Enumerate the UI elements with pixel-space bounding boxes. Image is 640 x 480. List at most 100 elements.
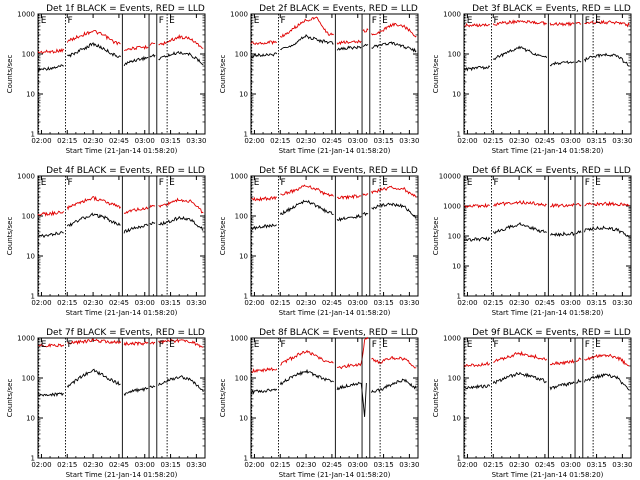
x-tick-label: 03:30 [399, 461, 419, 469]
series-lld-line [493, 350, 547, 363]
x-tick-label: 02:30 [83, 299, 103, 307]
y-tick-label: 1 [457, 455, 461, 463]
marker-label: F [585, 178, 590, 188]
series-lld-line [575, 357, 582, 363]
marker-label: E [467, 178, 473, 188]
panel-title: Det 4f BLACK = Events, RED = LLD [46, 166, 205, 176]
x-axis-label: Start Time (21-Jan-14 01:58:20) [279, 309, 391, 317]
x-axis-label: Start Time (21-Jan-14 01:58:20) [279, 471, 391, 479]
series-lld-line [549, 202, 575, 209]
marker-label: F [159, 178, 164, 188]
marker-label: E [169, 16, 175, 26]
x-tick-label: 02:30 [83, 461, 103, 469]
series-lld-line [37, 210, 65, 217]
series-lld-line [371, 185, 417, 198]
marker-label: E [595, 178, 601, 188]
series-lld-line [584, 19, 630, 28]
series-events-line [251, 52, 278, 58]
x-tick-label: 02:00 [457, 137, 477, 145]
x-tick-label: 03:00 [348, 137, 368, 145]
x-tick-label: 02:15 [270, 137, 290, 145]
x-tick-label: 03:15 [373, 299, 393, 307]
x-tick-label: 02:30 [296, 299, 316, 307]
series-lld-line [37, 343, 65, 348]
y-axis-label: Counts/sec [6, 379, 14, 418]
x-tick-label: 03:30 [399, 137, 419, 145]
x-tick-label: 02:45 [535, 137, 555, 145]
x-tick-label: 02:00 [244, 137, 264, 145]
plot-frame [463, 337, 632, 459]
series-lld-line [158, 197, 204, 214]
marker-label: F [68, 178, 73, 188]
x-tick-label: 02:00 [244, 461, 264, 469]
y-axis-label: Counts/sec [6, 217, 14, 256]
series-lld-line [336, 194, 362, 200]
y-tick-label: 100 [235, 375, 248, 383]
y-tick-label: 100 [448, 51, 461, 59]
marker-label: F [281, 340, 286, 350]
y-tick-label: 10 [452, 263, 461, 271]
y-tick-label: 10 [452, 91, 461, 99]
plot-frame [250, 13, 419, 135]
plot-frame [250, 337, 419, 459]
x-tick-label: 02:45 [109, 299, 129, 307]
series-events-line [149, 385, 156, 389]
panel-1: Det 1f BLACK = Events, RED = LLD Start Ti… [6, 4, 206, 155]
series-events-line [37, 392, 64, 397]
x-tick-label: 03:00 [135, 299, 155, 307]
panel-7: Det 7f BLACK = Events, RED = LLD Start Ti… [6, 328, 206, 479]
y-tick-label: 100 [235, 213, 248, 221]
x-tick-label: 03:00 [561, 461, 581, 469]
y-tick-label: 10 [239, 91, 248, 99]
x-tick-label: 03:15 [373, 461, 393, 469]
y-axis-label: Counts/sec [219, 55, 227, 94]
series-events-line [336, 213, 362, 222]
series-events-line [463, 65, 491, 72]
x-tick-label: 03:00 [348, 461, 368, 469]
panel-9: Det 9f BLACK = Events, RED = LLD Start Ti… [432, 328, 632, 479]
plot-frame [37, 13, 206, 135]
series-lld-line [37, 48, 65, 54]
y-tick-label: 1 [457, 293, 461, 301]
y-axis-label: Counts/sec [432, 379, 440, 418]
marker-label: E [254, 340, 260, 350]
y-tick-label: 100 [448, 233, 461, 241]
marker-label: F [68, 340, 73, 350]
y-axis-label: Counts/sec [432, 217, 440, 256]
series-lld-line [250, 367, 278, 373]
series-events-line [584, 373, 630, 391]
series-events-line [492, 371, 547, 385]
x-tick-label: 02:15 [57, 137, 77, 145]
series-events-line [66, 368, 121, 388]
x-tick-label: 02:15 [57, 461, 77, 469]
plot-frame [37, 337, 206, 459]
marker-label: E [169, 178, 175, 188]
marker-label: E [41, 16, 47, 26]
marker-label: E [467, 16, 473, 26]
x-axis-label: Start Time (21-Jan-14 01:58:20) [492, 309, 604, 317]
marker-label: F [372, 340, 377, 350]
y-tick-label: 1000 [17, 335, 35, 343]
plot-frame [463, 13, 632, 135]
marker-label: E [41, 178, 47, 188]
panel-title: Det 2f BLACK = Events, RED = LLD [259, 4, 418, 14]
panel-title: Det 7f BLACK = Events, RED = LLD [46, 328, 205, 338]
y-tick-label: 100 [22, 375, 35, 383]
series-lld-line [371, 22, 417, 38]
y-tick-label: 1000 [230, 173, 248, 181]
series-lld-line [66, 30, 121, 46]
x-tick-label: 03:30 [612, 137, 632, 145]
marker-label: E [382, 178, 388, 188]
marker-label: E [382, 16, 388, 26]
panel-6: Det 6f BLACK = Events, RED = LLD Start Ti… [432, 166, 632, 317]
y-tick-label: 10 [239, 253, 248, 261]
series-events-line [37, 64, 64, 73]
series-events-line [463, 383, 491, 390]
series-events-line [67, 42, 121, 59]
series-lld-line [336, 336, 369, 370]
series-lld-line [371, 355, 417, 369]
series-lld-line [362, 193, 369, 196]
plot-frame [250, 175, 419, 297]
y-tick-label: 1 [244, 131, 248, 139]
series-events-line [279, 368, 334, 386]
